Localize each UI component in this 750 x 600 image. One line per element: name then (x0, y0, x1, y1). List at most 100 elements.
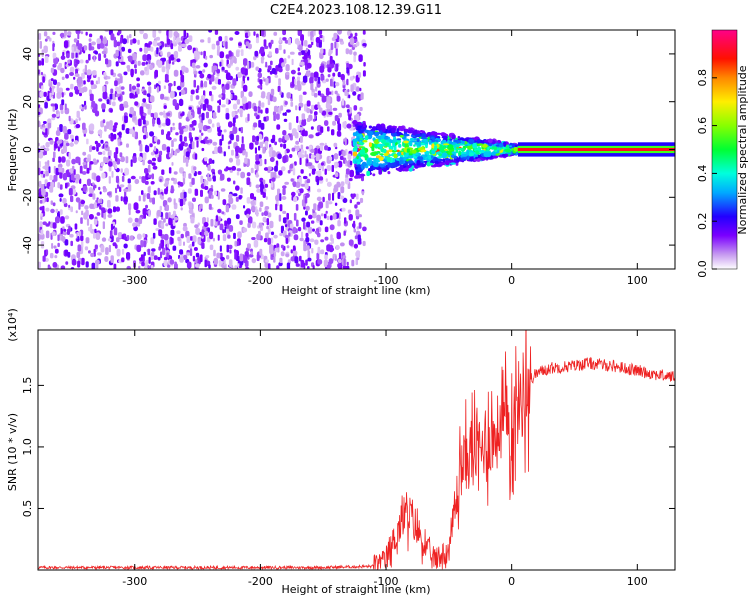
noise-cell (325, 102, 331, 110)
noise-cell (200, 39, 205, 43)
noise-cell (96, 142, 101, 148)
noise-cell (263, 238, 268, 243)
noise-cell (146, 47, 151, 51)
noise-cell (128, 207, 131, 216)
noise-cell (164, 73, 169, 82)
noise-cell (172, 122, 175, 126)
noise-cell (88, 193, 94, 197)
noise-cell (110, 109, 113, 113)
noise-cell (86, 218, 90, 226)
noise-cell (156, 209, 162, 217)
noise-cell (124, 115, 128, 124)
noise-cell (190, 94, 193, 102)
noise-cell (224, 168, 228, 172)
noise-cell (163, 182, 169, 187)
noise-cell (209, 231, 214, 240)
noise-cell (300, 259, 305, 268)
colorbar-label: Normalized spectral amplitude (736, 65, 749, 234)
noise-cell (332, 72, 336, 77)
noise-cell (203, 221, 209, 228)
noise-cell (78, 117, 81, 121)
noise-cell (280, 143, 283, 148)
noise-cell (323, 213, 327, 219)
noise-cell (154, 69, 158, 78)
noise-cell (50, 200, 53, 205)
noise-cell (211, 123, 215, 128)
noise-cell (281, 195, 287, 200)
noise-cell (158, 151, 162, 155)
transition-cell (368, 142, 372, 147)
noise-cell (201, 112, 205, 121)
noise-cell (329, 244, 334, 253)
noise-cell (330, 234, 333, 242)
noise-cell (141, 176, 146, 184)
noise-cell (61, 236, 66, 242)
transition-cell (476, 139, 481, 144)
noise-cell (205, 255, 210, 259)
noise-cell (116, 41, 121, 47)
noise-cell (77, 76, 83, 85)
noise-cell (121, 248, 125, 255)
noise-cell (270, 39, 274, 45)
noise-cell (47, 122, 52, 129)
transition-cell (450, 162, 456, 165)
noise-cell (309, 165, 315, 169)
noise-cell (97, 198, 101, 204)
noise-cell (198, 70, 203, 75)
noise-cell (195, 252, 200, 258)
noise-cell (136, 233, 142, 240)
noise-cell (129, 235, 134, 241)
noise-cell (129, 128, 134, 135)
noise-cell (313, 30, 316, 36)
transition-cell (456, 146, 459, 149)
transition-cell (495, 144, 500, 147)
noise-cell (104, 256, 109, 262)
noise-cell (257, 105, 261, 114)
noise-cell (134, 101, 139, 106)
noise-cell (280, 225, 284, 234)
noise-cell (362, 70, 366, 77)
noise-cell (82, 86, 88, 93)
noise-cell (100, 207, 106, 212)
noise-cell (341, 98, 345, 106)
noise-cell (265, 196, 268, 200)
noise-cell (218, 216, 221, 221)
noise-cell (340, 181, 345, 187)
noise-cell (285, 71, 290, 76)
noise-cell (317, 259, 323, 265)
noise-cell (353, 105, 358, 111)
noise-cell (287, 37, 291, 45)
noise-cell (77, 244, 82, 252)
noise-cell (213, 65, 218, 71)
noise-cell (253, 106, 258, 112)
noise-cell (180, 74, 185, 83)
noise-cell (349, 199, 352, 204)
noise-cell (322, 196, 325, 203)
noise-cell (167, 51, 171, 58)
transition-cell (403, 152, 406, 155)
noise-cell (115, 175, 119, 183)
noise-cell (299, 188, 304, 194)
noise-cell (45, 230, 50, 239)
noise-cell (316, 196, 322, 202)
noise-cell (115, 187, 118, 194)
transition-cell (487, 146, 490, 150)
noise-cell (347, 89, 350, 93)
noise-cell (259, 134, 263, 140)
transition-cell (513, 147, 519, 152)
noise-cell (102, 150, 106, 156)
noise-cell (346, 78, 349, 86)
noise-cell (277, 85, 281, 93)
noise-cell (150, 181, 155, 185)
noise-cell (267, 263, 271, 269)
noise-cell (94, 110, 100, 117)
noise-cell (102, 221, 105, 230)
noise-cell (239, 253, 244, 262)
snr-x-axis: -300 -200 -100 0 100 (122, 330, 648, 588)
noise-cell (295, 140, 300, 145)
noise-cell (98, 186, 101, 191)
noise-cell (46, 35, 50, 40)
noise-cell (148, 86, 152, 94)
noise-cell (262, 216, 267, 222)
noise-cell (297, 226, 302, 232)
